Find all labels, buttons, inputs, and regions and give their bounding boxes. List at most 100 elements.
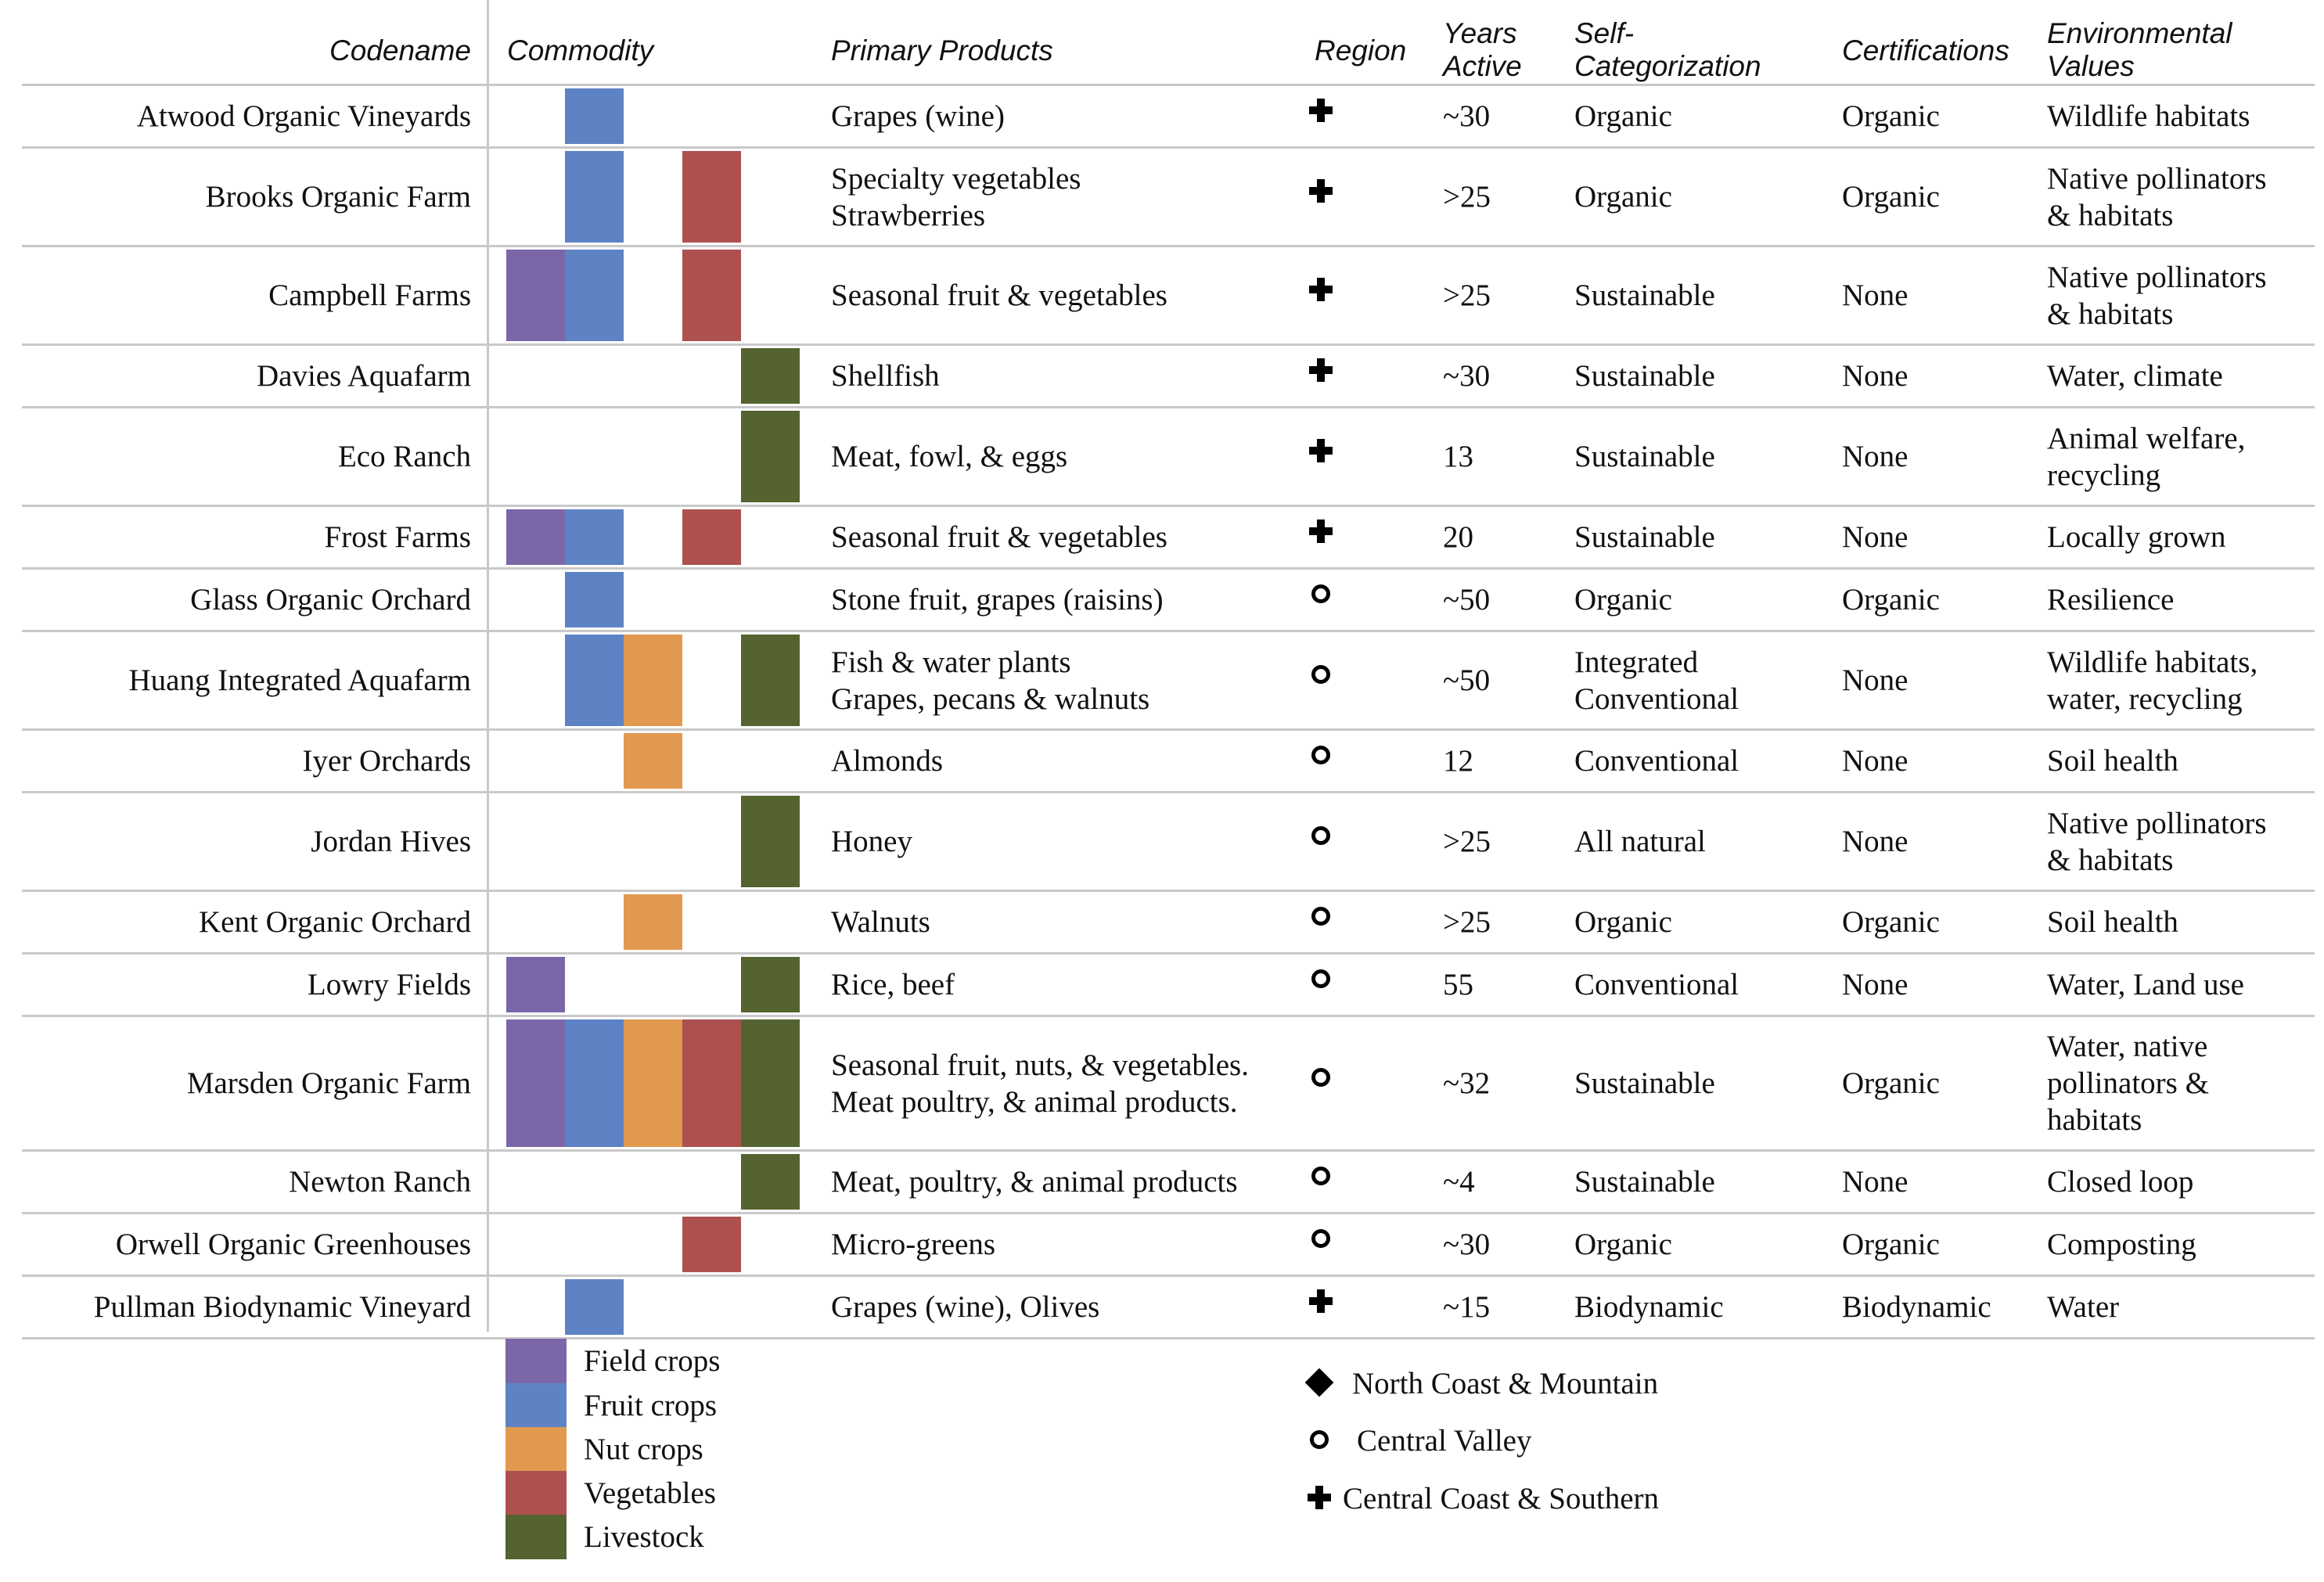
legend-veg-label: Vegetables [584, 1476, 716, 1510]
environmental-values: Composting [2047, 1228, 2196, 1261]
years-active: 20 [1443, 520, 1473, 554]
cross-marker-icon [1307, 177, 1335, 205]
circle-marker-icon [1307, 965, 1335, 993]
certification: Organic [1842, 99, 1940, 133]
primary-products: Micro-greens [831, 1228, 996, 1261]
self-categorization: Organic [1574, 99, 1672, 133]
primary-products: Grapes (wine) [831, 99, 1005, 133]
commodity-fruit-swatch [565, 1019, 624, 1147]
farm-codename: Eco Ranch [337, 440, 471, 473]
certification: None [1842, 279, 1908, 312]
environmental-values: recycling [2047, 458, 2161, 492]
circle-marker-icon [1307, 1224, 1335, 1253]
farm-codename: Atwood Organic Vineyards [136, 99, 471, 133]
environmental-values: Native pollinators [2047, 161, 2267, 196]
self-categorization: Sustainable [1574, 359, 1715, 393]
farm-codename: Orwell Organic Greenhouses [115, 1228, 471, 1261]
years-active: >25 [1443, 825, 1491, 858]
commodity-livestock-swatch [741, 411, 800, 502]
environmental-values: Locally grown [2047, 520, 2226, 554]
farm-codename: Glass Organic Orchard [190, 583, 471, 617]
commodity-livestock-swatch [741, 1019, 800, 1147]
column-divider [487, 0, 489, 1332]
cross-marker-icon [1307, 437, 1335, 465]
row-divider [22, 791, 2315, 793]
commodity-veg-swatch [682, 1019, 741, 1147]
header-codename: Codename [329, 34, 471, 67]
header-envvalues-line2: Values [2047, 50, 2135, 82]
environmental-values: & habitats [2047, 297, 2174, 331]
primary-products: Almonds [831, 744, 944, 778]
header-commodity: Commodity [507, 34, 654, 67]
primary-products: Seasonal fruit, nuts, & vegetables. [831, 1048, 1249, 1082]
diamond-marker-icon [1304, 1368, 1334, 1397]
commodity-fruit-swatch [565, 250, 624, 341]
self-categorization: Integrated [1574, 645, 1699, 679]
row-divider [22, 1337, 2315, 1339]
environmental-values: Water [2047, 1290, 2120, 1324]
years-active: 55 [1443, 968, 1473, 1001]
primary-products: Seasonal fruit & vegetables [831, 520, 1167, 554]
primary-products: Grapes, pecans & walnuts [831, 681, 1150, 716]
environmental-values: habitats [2047, 1103, 2142, 1137]
commodity-fruit-swatch [565, 572, 624, 627]
environmental-values: Water, climate [2047, 359, 2223, 393]
environmental-values: Closed loop [2047, 1165, 2194, 1199]
certification: None [1842, 825, 1908, 858]
commodity-livestock-swatch [741, 957, 800, 1012]
environmental-values: & habitats [2047, 843, 2174, 877]
certification: Organic [1842, 905, 1940, 939]
circle-marker-icon [1305, 1426, 1333, 1454]
header-selfcat-line1: Self- [1574, 17, 1635, 49]
certification: None [1842, 1165, 1908, 1199]
primary-products: Meat poultry, & animal products. [831, 1084, 1238, 1119]
farm-codename: Frost Farms [324, 520, 471, 554]
self-categorization: Conventional [1574, 681, 1739, 716]
years-active: ~30 [1443, 359, 1491, 393]
commodity-field-swatch [506, 1019, 565, 1147]
row-divider [22, 952, 2315, 955]
commodity-veg-swatch [682, 509, 741, 565]
years-active: >25 [1443, 905, 1491, 939]
commodity-fruit-swatch [565, 635, 624, 726]
circle-marker-icon [1307, 822, 1335, 850]
environmental-values: Animal welfare, [2047, 421, 2246, 455]
row-divider [22, 1212, 2315, 1214]
environmental-values: Wildlife habitats, [2047, 645, 2258, 679]
self-categorization: Sustainable [1574, 520, 1715, 554]
row-divider [22, 1275, 2315, 1277]
years-active: 12 [1443, 744, 1473, 778]
commodity-livestock-swatch [741, 1154, 800, 1210]
farm-codename: Pullman Biodynamic Vineyard [93, 1290, 471, 1324]
commodity-nut-swatch [624, 894, 682, 950]
environmental-values: Native pollinators [2047, 806, 2267, 840]
primary-products: Honey [831, 825, 912, 858]
header-primary-products: Primary Products [831, 34, 1053, 67]
cross-marker-icon [1307, 1287, 1335, 1315]
legend-nut-swatch [505, 1427, 567, 1472]
commodity-nut-swatch [624, 733, 682, 789]
environmental-values: Water, Land use [2047, 968, 2244, 1001]
environmental-values: Wildlife habitats [2047, 99, 2250, 133]
farm-codename: Iyer Orchards [302, 744, 471, 778]
primary-products: Seasonal fruit & vegetables [831, 279, 1167, 312]
cross-marker-icon [1307, 96, 1335, 124]
self-categorization: Biodynamic [1574, 1290, 1724, 1324]
certification: Organic [1842, 1228, 1940, 1261]
cross-marker-icon [1305, 1483, 1333, 1512]
years-active: ~50 [1443, 663, 1491, 697]
farm-codename: Lowry Fields [307, 968, 471, 1001]
self-categorization: Sustainable [1574, 279, 1715, 312]
legend-nut-label: Nut crops [584, 1433, 703, 1466]
certification: None [1842, 440, 1908, 473]
legend-region-label: North Coast & Mountain [1352, 1367, 1659, 1400]
header-envvalues-line1: Environmental [2047, 17, 2232, 49]
circle-marker-icon [1307, 741, 1335, 769]
legend-fruit-label: Fruit crops [584, 1389, 718, 1422]
certification: None [1842, 359, 1908, 393]
years-active: ~15 [1443, 1290, 1491, 1324]
row-divider [22, 146, 2315, 149]
certification: Organic [1842, 180, 1940, 214]
row-divider [22, 890, 2315, 892]
years-active: 13 [1443, 440, 1473, 473]
